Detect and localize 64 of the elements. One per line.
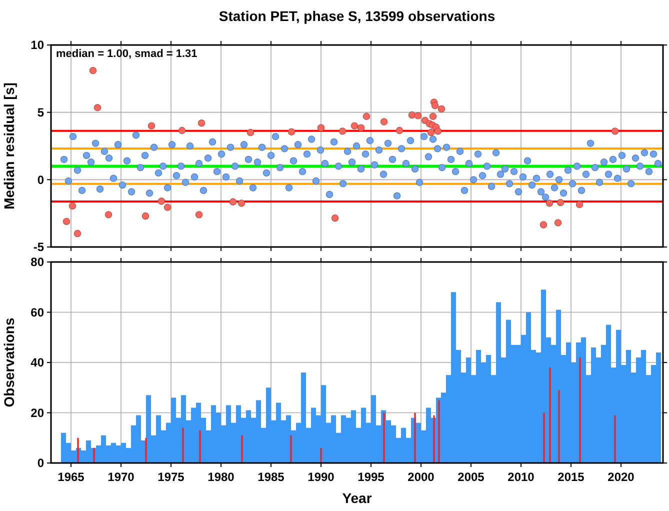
point <box>546 200 554 207</box>
point <box>431 102 439 110</box>
y-tick-label: 20 <box>30 406 44 420</box>
point <box>74 230 82 238</box>
point <box>195 211 203 218</box>
x-tick-label: 1965 <box>58 470 85 484</box>
point <box>229 198 237 206</box>
y-tick-label: 0 <box>37 172 44 187</box>
y-tick-label: 40 <box>30 356 44 370</box>
point <box>554 219 562 226</box>
x-tick-label: 2015 <box>558 470 585 484</box>
point <box>350 122 358 130</box>
x-tick-label: 2010 <box>508 470 535 484</box>
y-axis-title: Observations <box>1 318 17 408</box>
point <box>576 200 584 208</box>
annotation: median = 1.00, smad = 1.31 <box>56 48 198 60</box>
point <box>556 198 564 206</box>
point <box>68 202 76 210</box>
y-tick-label: 5 <box>37 106 44 120</box>
y-tick-label: 60 <box>30 305 44 320</box>
point <box>164 204 172 211</box>
point <box>288 128 296 136</box>
point <box>238 200 246 207</box>
point <box>540 221 548 228</box>
point <box>434 128 442 135</box>
point <box>396 126 404 134</box>
x-axis-title: Year <box>342 490 372 506</box>
point <box>178 126 186 134</box>
point <box>62 218 70 226</box>
point <box>89 66 97 74</box>
y-axis-title: Median residual [s] <box>1 82 17 210</box>
x-tick-label: 1990 <box>308 470 335 484</box>
x-tick-label: 2000 <box>408 470 435 484</box>
x-tick-label: 1980 <box>208 470 235 484</box>
point <box>338 128 346 135</box>
x-tick-label: 1975 <box>158 470 185 484</box>
point <box>317 124 325 132</box>
point <box>408 111 416 119</box>
y-tick-label: 80 <box>30 255 44 270</box>
point <box>331 214 339 222</box>
point <box>380 118 388 126</box>
point <box>414 112 422 120</box>
point <box>94 104 102 112</box>
x-tick-label: 2020 <box>608 470 635 484</box>
point <box>148 122 156 130</box>
point <box>158 198 166 205</box>
x-tick-label: 1970 <box>108 470 135 484</box>
x-tick-label: 1985 <box>258 470 285 484</box>
point <box>198 120 206 127</box>
y-tick-label: -5 <box>33 240 44 254</box>
point <box>357 124 365 132</box>
point <box>429 112 437 120</box>
x-tick-label: 1995 <box>358 470 385 484</box>
point <box>611 128 619 135</box>
point <box>246 128 254 136</box>
y-tick-label: 0 <box>37 456 44 470</box>
point <box>427 128 435 136</box>
point <box>142 212 150 220</box>
x-tick-label: 2005 <box>458 470 485 484</box>
point <box>438 105 446 113</box>
y-tick-label: 10 <box>30 38 44 52</box>
point <box>362 112 370 120</box>
point <box>104 211 112 218</box>
chart-title: Station PET, phase S, 13599 observations <box>218 8 496 24</box>
